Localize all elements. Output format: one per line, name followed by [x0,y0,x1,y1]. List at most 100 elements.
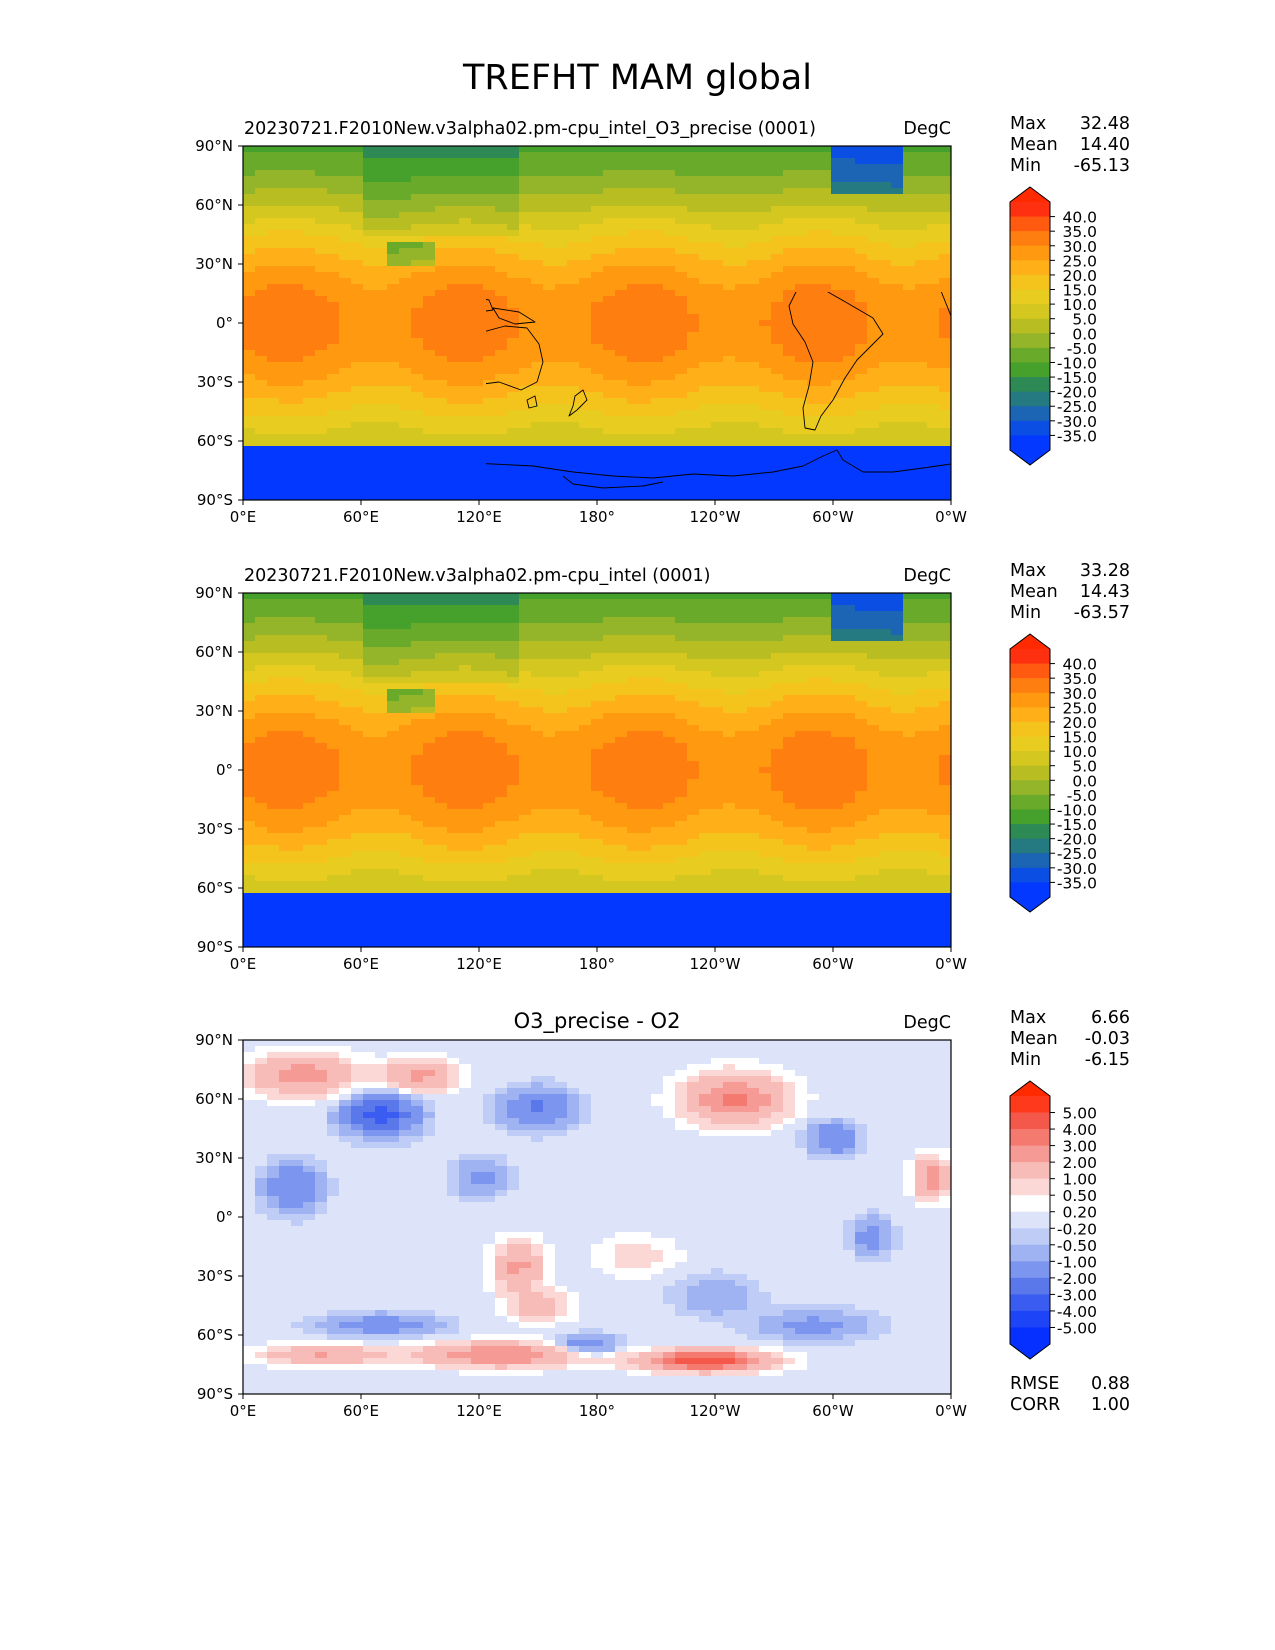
map-cell [483,368,496,375]
map-cell [555,152,568,159]
map-cell [291,212,304,219]
map-cell [579,266,592,273]
map-cell [903,398,916,405]
map-cell [603,713,616,720]
map-cell [675,440,688,447]
map-cell [543,605,556,612]
map-cell [531,272,544,279]
map-cell [243,452,256,459]
map-cell [459,434,472,441]
map-cell [579,218,592,225]
map-cell [783,452,796,459]
map-cell [687,152,700,159]
map-cell [519,218,532,225]
map-cell [351,464,364,471]
map-cell [423,404,436,411]
map-cell [915,200,928,207]
map-cell [627,332,640,339]
map-cell [243,701,256,708]
map-cell [663,410,676,417]
map-cell [243,623,256,630]
map-cell [927,476,940,483]
map-cell [687,368,700,375]
map-cell [459,236,472,243]
map-cell [699,731,712,738]
map-cell [375,164,388,171]
map-cell [267,332,280,339]
map-cell [723,368,736,375]
map-cell [819,464,832,471]
map-cell [435,344,448,351]
map-cell [855,362,868,369]
map-cell [831,182,844,189]
map-cell [339,599,352,606]
map-cell [675,623,688,630]
map-cell [615,476,628,483]
map-cell [459,599,472,606]
map-cell [819,158,832,165]
map-cell [243,362,256,369]
map-cell [831,617,844,624]
map-cell [759,320,772,327]
map-cell [747,290,760,297]
map-cell [831,248,844,255]
map-cell [795,224,808,231]
map-cell [411,272,424,279]
map-cell [315,440,328,447]
map-cell [711,683,724,690]
map-cell [723,452,736,459]
map-cell [519,593,532,600]
map-cell [663,212,676,219]
map-cell [879,284,892,291]
map-cell [267,482,280,489]
map-cell [675,695,688,702]
map-cell [927,647,940,654]
map-cell [447,689,460,696]
map-cell [819,218,832,225]
map-cell [435,362,448,369]
map-cell [387,194,400,201]
map-cell [939,296,951,303]
map-cell [279,494,292,500]
map-cell [555,380,568,387]
map-cell [411,194,424,201]
map-cell [603,422,616,429]
map-cell [243,194,256,201]
map-cell [819,404,832,411]
map-cell [315,713,328,720]
map-cell [567,272,580,279]
map-cell [615,164,628,171]
map-cell [771,296,784,303]
map-cell [927,254,940,261]
map-cell [627,308,640,315]
map-cell [471,611,484,618]
map-cell [555,671,568,678]
map-cell [327,701,340,708]
map-cell [711,170,724,177]
map-cell [687,665,700,672]
map-cell [363,164,376,171]
map-cell [567,170,580,177]
map-cell [435,665,448,672]
map-cell [939,344,951,351]
map-cell [759,224,772,231]
map-cell [711,176,724,183]
map-cell [795,278,808,285]
map-cell [411,284,424,291]
map-cell [939,635,951,642]
map-cell [435,326,448,333]
map-cell [399,158,412,165]
map-cell [903,236,916,243]
map-cell [807,611,820,618]
map-cell [627,224,640,231]
map-cell [699,218,712,225]
stat-label-max: Max [1010,114,1046,134]
map-cell [627,350,640,357]
map-cell [759,482,772,489]
map-cell [435,653,448,660]
map-cell [495,719,508,726]
map-cell [567,308,580,315]
map-cell [843,452,856,459]
map-cell [495,152,508,159]
map-cell [531,206,544,213]
